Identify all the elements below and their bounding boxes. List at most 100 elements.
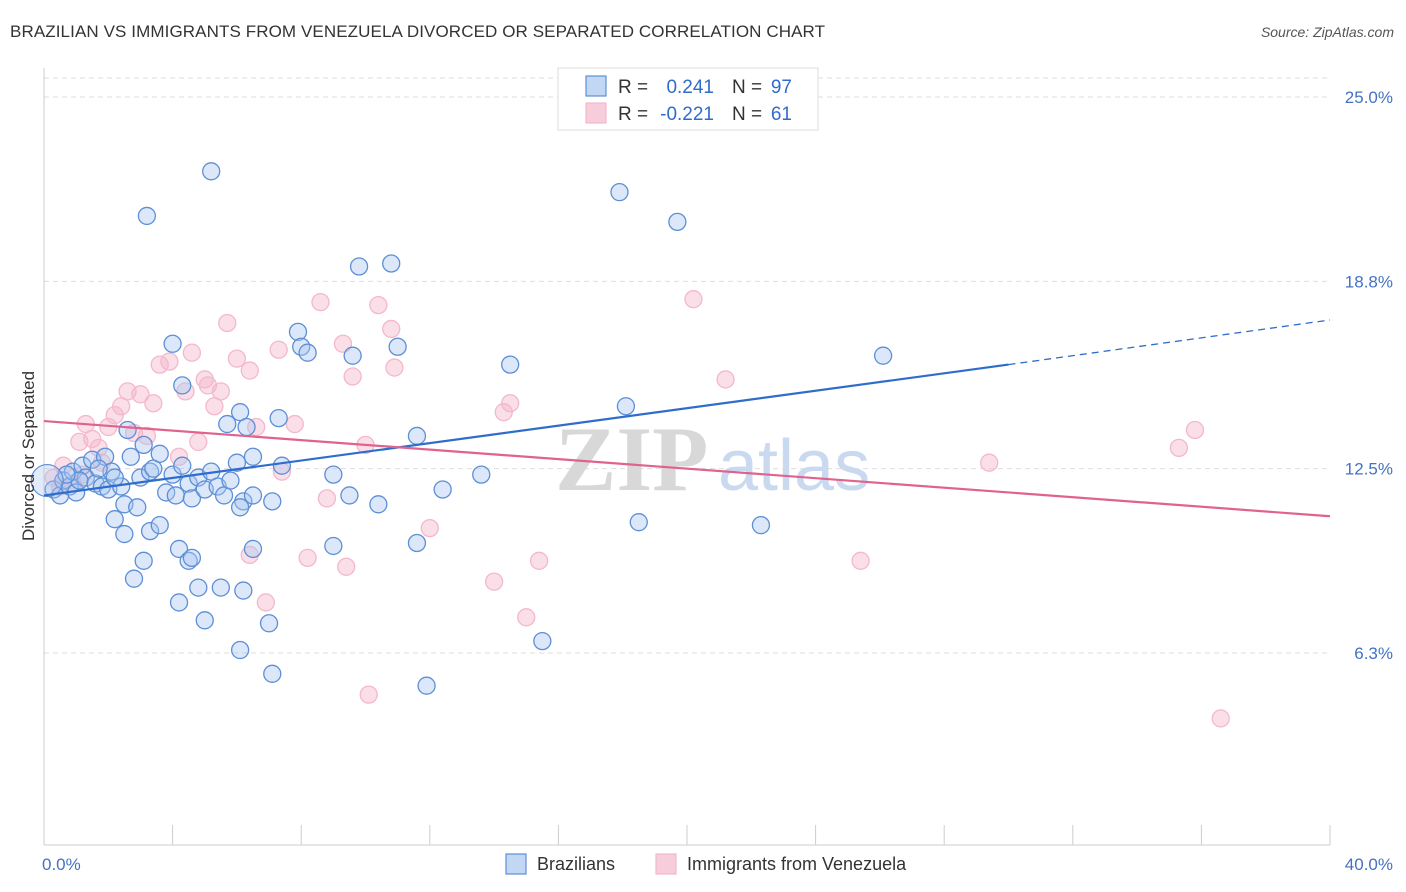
brazilian-point — [243, 447, 263, 466]
brazilian-point — [259, 614, 279, 633]
venezuela-point — [1185, 420, 1205, 440]
brazilian-point — [263, 492, 282, 511]
brazilian-point — [105, 510, 124, 529]
brazilian-point — [382, 254, 401, 273]
legend-r-label: R = — [618, 104, 648, 125]
axes — [43, 68, 1331, 846]
venezuela-point — [980, 453, 999, 472]
venezuela-point — [851, 551, 870, 570]
venezuela-point — [484, 572, 504, 591]
legend-n-label: N = — [732, 104, 762, 125]
brazilian-point — [610, 182, 629, 202]
brazilian-point — [349, 257, 369, 276]
legend-n-value: 61 — [771, 104, 792, 125]
brazilian-point — [182, 548, 202, 568]
brazilian-point — [195, 611, 214, 630]
trend-lines — [43, 319, 1331, 518]
brazilian-point — [472, 465, 491, 484]
brazilian-point — [533, 631, 552, 651]
brazilian-point — [57, 465, 76, 484]
venezuela-point — [256, 593, 275, 612]
brazilian-point — [124, 569, 144, 588]
brazilian-point — [234, 581, 253, 600]
legend-swatch — [585, 75, 607, 97]
y-tick-label: 6.3% — [1354, 644, 1393, 663]
brazilian-point — [89, 459, 108, 478]
brazilian-point — [140, 521, 160, 541]
legend-swatch — [585, 102, 607, 124]
brazilian-point — [169, 539, 189, 559]
bottom-legend-swatch-brazilians — [505, 853, 527, 875]
brazilian-point — [388, 337, 407, 356]
brazilian-cluster-point — [30, 463, 64, 498]
brazilian-point — [230, 498, 250, 517]
brazilian-point — [417, 676, 436, 695]
venezuela-point — [298, 548, 317, 568]
venezuela-point — [501, 394, 520, 413]
brazilian-point — [128, 498, 147, 517]
venezuela-point — [359, 685, 378, 704]
bottom-legend: Brazilians Immigrants from Venezuela — [505, 853, 907, 875]
venezuela-point — [420, 518, 439, 538]
watermark: ZIP atlas — [555, 408, 870, 510]
brazilian-point — [230, 640, 250, 660]
venezuela-point — [144, 394, 163, 413]
bottom-legend-label-venezuela: Immigrants from Venezuela — [687, 854, 907, 874]
y-tick-labels: 6.3% 12.5% 18.8% 25.0% — [1345, 88, 1393, 663]
brazilian-point — [263, 664, 282, 683]
venezuela-point — [240, 361, 259, 380]
brazilian-point — [211, 578, 230, 597]
venezuela-point — [494, 403, 513, 422]
brazilian-point — [501, 355, 520, 374]
venezuela-point — [211, 382, 230, 401]
venezuela-point — [189, 432, 208, 452]
brazilian-point — [668, 212, 687, 232]
brazilian-point — [873, 346, 893, 365]
venezuela-point — [1169, 438, 1189, 457]
venezuela-point — [684, 290, 703, 309]
y-tick-label: 18.8% — [1345, 272, 1393, 291]
chart-title: BRAZILIAN VS IMMIGRANTS FROM VENEZUELA D… — [10, 22, 826, 41]
y-axis-label: Divorced or Separated — [19, 371, 38, 541]
venezuela-point — [385, 358, 404, 377]
x-tick-label-min: 0.0% — [42, 855, 81, 874]
venezuela-point — [1211, 709, 1230, 728]
brazilian-point — [272, 456, 292, 475]
brazilian-point — [243, 486, 263, 505]
brazilian-point — [169, 593, 189, 612]
series-venezuela-points — [44, 290, 1230, 728]
venezuela-point — [333, 334, 353, 353]
y-tick-label: 12.5% — [1345, 460, 1393, 479]
x-tick-label-max: 40.0% — [1345, 855, 1393, 874]
brazilian-point — [189, 578, 208, 597]
brazilian-point — [343, 346, 362, 365]
venezuela-point — [343, 367, 362, 386]
brazilian-point — [227, 453, 247, 472]
venezuela-point — [218, 313, 237, 333]
venezuela-point — [517, 608, 536, 627]
venezuela-point — [131, 385, 150, 404]
venezuela-point — [269, 340, 288, 359]
brazilian-point — [134, 435, 153, 455]
brazilian-point — [324, 465, 343, 484]
venezuela-point — [247, 417, 266, 437]
venezuela-point — [529, 551, 549, 570]
brazilian-point — [150, 515, 169, 535]
venezuela-point — [716, 370, 735, 389]
bottom-legend-label-brazilians: Brazilians — [537, 854, 615, 874]
legend-r-label: R = — [618, 77, 648, 98]
brazilian-point — [173, 456, 192, 475]
legend-n-value: 97 — [771, 77, 792, 98]
brazilian-point — [269, 408, 288, 428]
series-brazilians-points — [30, 162, 893, 695]
watermark-atlas: atlas — [718, 426, 870, 506]
brazilian-point — [369, 495, 388, 514]
brazilian-point — [202, 162, 221, 181]
brazilian-point — [115, 524, 134, 544]
brazilian-point — [407, 533, 427, 553]
brazilian-point — [150, 444, 169, 463]
venezuela-point — [182, 343, 202, 362]
venezuela-point — [105, 405, 124, 425]
venezuela-point — [227, 349, 247, 368]
